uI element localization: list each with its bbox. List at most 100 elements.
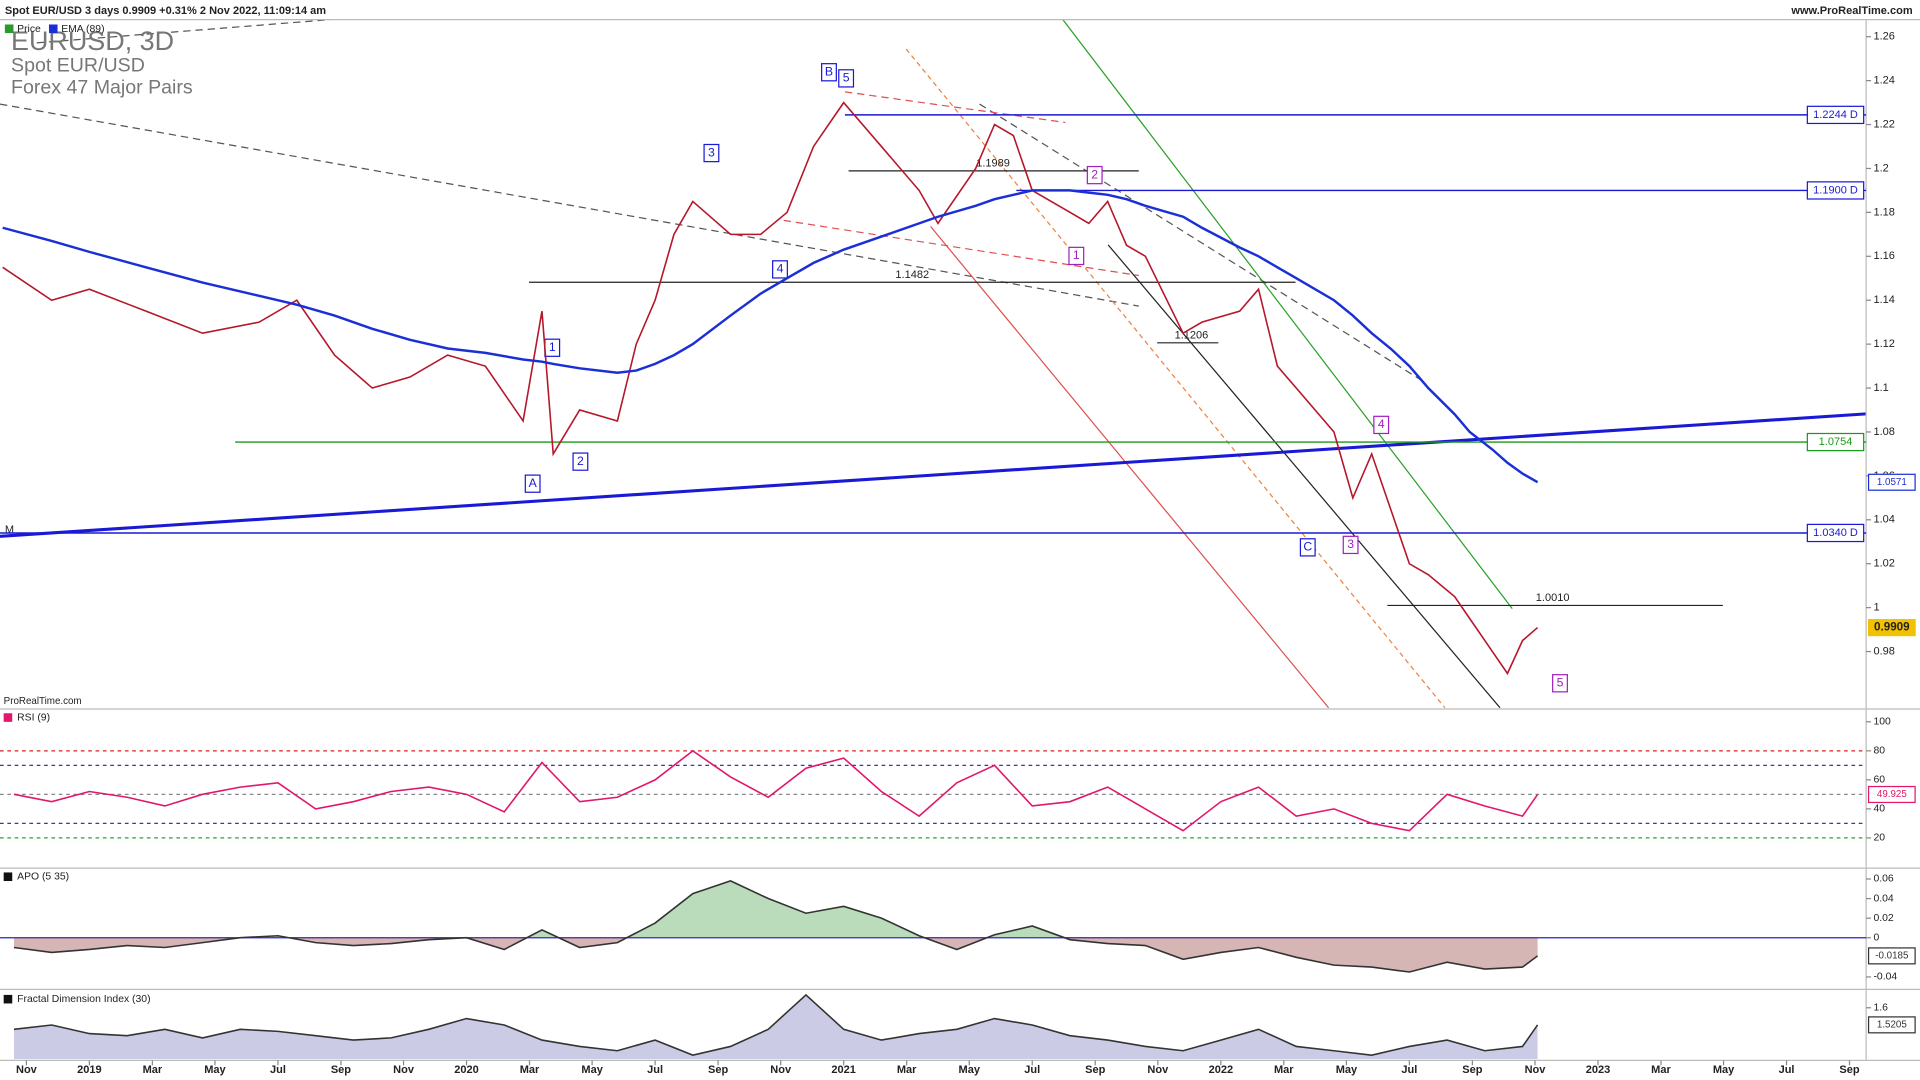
y-tick-label: 1.02 — [1873, 558, 1894, 570]
y-tick-label: 1 — [1873, 602, 1879, 614]
last-value-label: 49.925 — [1877, 789, 1907, 800]
y-tick-label: 0.06 — [1873, 874, 1893, 885]
trendline — [0, 103, 1139, 307]
x-tick-label: 2019 — [77, 1064, 102, 1076]
y-tick-label: 0.98 — [1873, 645, 1894, 657]
panel-title: APO (5 35) — [17, 871, 69, 882]
wave-box — [1299, 538, 1316, 557]
trendlines — [0, 18, 1867, 709]
x-tick-label: 2020 — [454, 1064, 479, 1076]
level-box — [1806, 523, 1865, 543]
y-tick-label: 0.04 — [1873, 893, 1893, 904]
wave-label: 1 — [1073, 248, 1080, 262]
panel-title: RSI (9) — [17, 712, 50, 723]
x-tick-label: 2021 — [831, 1064, 856, 1076]
series-line — [13, 880, 1539, 973]
wave-box — [1373, 415, 1390, 435]
y-tick-label: 1.16 — [1873, 250, 1894, 262]
legend-swatch — [3, 994, 13, 1004]
trendline — [0, 412, 1867, 538]
last-value-box — [1867, 619, 1916, 637]
x-tick-label: Mar — [143, 1064, 163, 1076]
x-tick-label: Nov — [1147, 1064, 1169, 1076]
y-tick-label: 0.02 — [1873, 913, 1893, 924]
y-tick-label: 1.18 — [1873, 206, 1894, 218]
trendline — [979, 103, 1421, 381]
price-line-label: 1.1482 — [895, 269, 929, 281]
price-line-label: 1.0010 — [1536, 592, 1570, 604]
last-value-label: 1.0571 — [1877, 477, 1907, 488]
area-fill — [13, 937, 1538, 972]
y-tick-label: 1.04 — [1873, 514, 1894, 526]
wave-label: 4 — [1378, 417, 1385, 431]
level-box — [1806, 105, 1865, 125]
series-line — [13, 993, 1539, 1056]
wave-box — [524, 474, 541, 493]
series-line — [2, 189, 1539, 484]
last-value-box — [1867, 785, 1916, 804]
level-label: 1.2244 D — [1813, 109, 1858, 121]
wave-label: 1 — [549, 340, 556, 354]
wave-box — [572, 452, 589, 471]
trendline — [844, 91, 1066, 124]
x-tick-label: Mar — [897, 1064, 917, 1076]
y-tick-label: 100 — [1873, 717, 1891, 728]
x-tick-label: May — [1336, 1064, 1358, 1076]
last-value-box — [1867, 947, 1916, 965]
x-tick-label: Mar — [1651, 1064, 1671, 1076]
y-tick-label: 1.14 — [1873, 294, 1894, 306]
x-tick-label: Sep — [331, 1064, 351, 1076]
wave-box — [1068, 246, 1085, 266]
x-tick-label: Mar — [1274, 1064, 1294, 1076]
y-tick-label: 1.24 — [1873, 75, 1894, 87]
series-line — [2, 101, 1539, 676]
level-label: 1.1900 D — [1813, 184, 1858, 196]
wave-label: A — [529, 476, 538, 490]
x-tick-label: Nov — [1525, 1064, 1547, 1076]
x-tick-label: Sep — [708, 1064, 728, 1076]
panel-title: Fractal Dimension Index (30) — [17, 994, 150, 1005]
wave-label: 4 — [777, 262, 784, 276]
wave-label: C — [1303, 540, 1312, 554]
x-tick-label: Jul — [1024, 1064, 1040, 1076]
legend-label: EMA (89) — [61, 24, 104, 35]
trendline — [1107, 244, 1501, 709]
subtitle: Spot EUR/USD — [11, 54, 145, 76]
y-tick-label: 1.1 — [1873, 382, 1888, 394]
level-box — [1806, 432, 1865, 452]
x-tick-label: May — [581, 1064, 603, 1076]
trendline — [1062, 19, 1513, 609]
level-label: 1.0340 D — [1813, 527, 1858, 539]
wave-label: 3 — [708, 145, 715, 159]
x-tick-label: 2022 — [1209, 1064, 1234, 1076]
y-tick-label: 80 — [1873, 746, 1885, 757]
trendline — [783, 219, 1139, 277]
wave-label: 5 — [1557, 675, 1564, 689]
last-value-box — [1867, 473, 1916, 491]
area-fill — [13, 880, 1538, 938]
subtitle: Forex 47 Major Pairs — [11, 76, 193, 98]
wave-label: 5 — [843, 71, 850, 85]
wave-box — [821, 63, 837, 82]
y-tick-label: 1.08 — [1873, 426, 1894, 438]
legend-swatch — [4, 24, 14, 34]
site: www.ProRealTime.com — [1790, 5, 1912, 17]
last-value-label: 1.5205 — [1877, 1019, 1907, 1030]
x-tick-label: Sep — [1462, 1064, 1482, 1076]
y-tick-label: 60 — [1873, 775, 1885, 786]
y-tick-label: 20 — [1873, 833, 1885, 844]
x-tick-label: Nov — [393, 1064, 415, 1076]
legend-swatch — [48, 24, 58, 34]
y-tick-label: 1.6 — [1873, 1003, 1888, 1014]
wave-label: 3 — [1347, 537, 1354, 551]
wave-box — [703, 143, 720, 163]
x-tick-label: Jul — [1779, 1064, 1795, 1076]
x-tick-label: Jul — [647, 1064, 663, 1076]
x-tick-label: Sep — [1085, 1064, 1105, 1076]
chart-title: EURUSD, 3D — [11, 26, 174, 56]
x-tick-label: May — [204, 1064, 226, 1076]
x-tick-label: Sep — [1839, 1064, 1859, 1076]
header-text: Spot EUR/USD 3 days 0.9909 +0.31% 2 Nov … — [5, 5, 326, 17]
